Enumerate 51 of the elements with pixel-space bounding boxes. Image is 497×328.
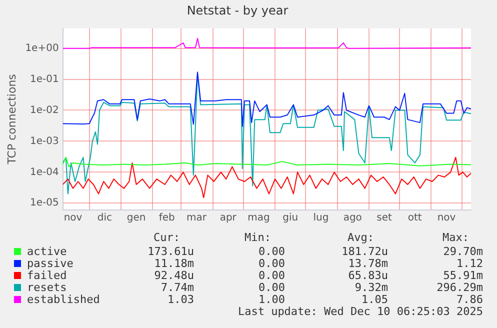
y-axis-title: TCP connections (5, 74, 18, 166)
text: 0.00 (258, 245, 285, 258)
x-tick-label: mar (186, 212, 208, 224)
text: 55.91m (443, 269, 483, 282)
x-tick-label: ott (408, 212, 422, 224)
x-tick-label: nov (437, 212, 456, 224)
legend-label: passive (27, 257, 74, 270)
text: 1.05 (362, 293, 388, 306)
y-tick-label: 1e-04 (30, 166, 59, 178)
x-tick-label: giu (282, 212, 298, 224)
text: 173.61u (148, 245, 194, 258)
text: 7.86 (456, 293, 483, 306)
text: 1.03 (168, 293, 194, 306)
x-tick-label: lug (313, 212, 329, 224)
text: 1.12 (456, 257, 483, 270)
text: 0.00 (258, 257, 285, 270)
text: 92.48u (154, 269, 194, 282)
text: 7.74m (160, 281, 194, 294)
legend-label: resets (27, 281, 67, 294)
chart-title: Netstat - by year (186, 3, 288, 18)
text: 0.00 (258, 281, 285, 294)
y-tick-label: 1e+00 (25, 42, 59, 54)
x-tick-label: dic (97, 212, 112, 224)
x-tick-label: set (376, 212, 392, 224)
text: 0.00 (258, 269, 285, 282)
text: Last update: Wed Dec 10 06:25:03 2025 (238, 305, 483, 318)
x-tick-label: gen (126, 212, 146, 224)
y-tick-label: 1e-03 (30, 136, 59, 147)
x-tick-label: nov (64, 212, 82, 224)
text: 296.29m (436, 281, 483, 294)
x-tick-label: ago (343, 212, 362, 224)
text: Cur: (154, 231, 180, 244)
text: 1.00 (258, 293, 285, 306)
text: Max: (442, 231, 469, 244)
text: 181.72u (342, 245, 388, 258)
legend-label: active (27, 245, 67, 258)
legend-label: failed (27, 269, 67, 282)
text: 13.78m (348, 257, 388, 270)
x-tick-label: feb (158, 212, 175, 224)
y-tick-label: 1e-02 (30, 104, 59, 116)
x-tick-label: apr (220, 212, 238, 224)
text: 65.83u (348, 269, 388, 282)
x-tick-label: mag (248, 212, 270, 224)
y-tick-label: 1e-01 (30, 74, 59, 85)
text: Avg: (348, 231, 374, 244)
legend-label: established (27, 293, 100, 306)
text: Min: (244, 231, 271, 244)
text: 29.70m (443, 245, 483, 258)
text: 9.32m (354, 281, 388, 294)
text: 11.18m (154, 257, 194, 270)
y-tick-label: 1e-05 (30, 198, 59, 209)
